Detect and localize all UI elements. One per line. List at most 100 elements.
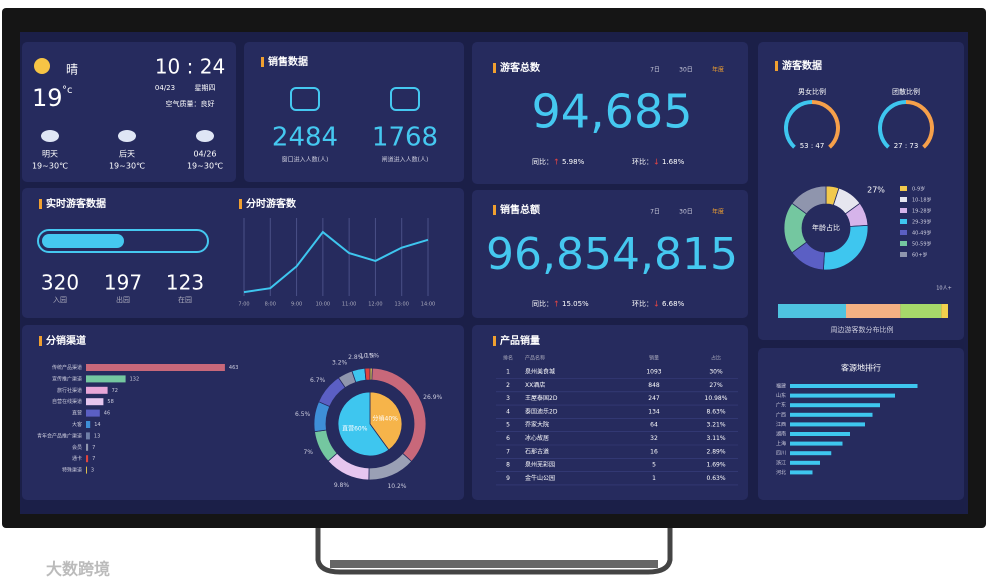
label: 10-18岁 xyxy=(912,197,932,204)
bar xyxy=(86,364,225,371)
table-cell: 64 xyxy=(650,422,658,429)
x-tick-label: 7:00 xyxy=(238,302,249,308)
panel-title: 销售数据 xyxy=(268,55,308,68)
bar xyxy=(86,421,91,428)
label: 1.68% xyxy=(662,158,685,166)
value-label: 6.5% xyxy=(295,411,311,418)
bar-segment xyxy=(778,304,846,318)
label: 晴 xyxy=(66,63,78,77)
table-cell: 16 xyxy=(650,448,658,455)
x-tick-label: 9:00 xyxy=(291,302,302,308)
title-accent xyxy=(39,199,42,209)
panel-title: 游客数据 xyxy=(782,59,822,72)
label: 40-49岁 xyxy=(912,230,932,237)
legend-swatch xyxy=(900,219,907,224)
panel-title: 游客总数 xyxy=(500,61,541,74)
label: 30日 xyxy=(679,209,693,216)
table-header: 销量 xyxy=(649,355,659,362)
bar xyxy=(790,460,820,465)
table-cell: 848 xyxy=(648,382,660,389)
panel xyxy=(244,42,464,182)
bar xyxy=(790,470,813,475)
title-accent xyxy=(775,61,778,71)
label: 在园 xyxy=(178,295,192,304)
table-cell: 王屋泰国2D xyxy=(525,394,558,402)
table-cell: 金牛山公园 xyxy=(525,474,555,482)
legend-swatch xyxy=(900,197,907,202)
legend-swatch xyxy=(900,241,907,246)
label: 19 xyxy=(32,84,63,112)
sales-icon xyxy=(390,87,420,111)
panel xyxy=(22,42,236,182)
value-label: 7% xyxy=(303,449,313,456)
table-cell: 1 xyxy=(506,369,510,376)
x-tick-label: 8:00 xyxy=(265,302,276,308)
panel-title: 实时游客数据 xyxy=(46,197,106,210)
label: 15.05% xyxy=(562,300,589,308)
table-cell: 2 xyxy=(506,382,510,389)
value-label: 3.2% xyxy=(332,360,348,367)
bar-segment xyxy=(941,304,948,318)
arrow-down: ↓ xyxy=(653,300,660,309)
label: 1768 xyxy=(372,123,438,153)
category-label: 会员 xyxy=(72,444,82,451)
label: 04/23 xyxy=(155,84,175,92)
table-cell: 3 xyxy=(506,395,510,402)
label: 19-28岁 xyxy=(912,208,932,215)
panel xyxy=(472,325,748,500)
label: 2484 xyxy=(272,123,338,153)
table-cell: 32 xyxy=(650,435,658,442)
panel-title: 客源地排行 xyxy=(841,363,881,373)
label: 入园 xyxy=(53,296,67,304)
label: 环比： xyxy=(632,299,653,308)
bar xyxy=(790,393,895,398)
title-accent xyxy=(493,205,496,215)
label: 123 xyxy=(166,271,204,295)
pie-slice xyxy=(369,391,403,451)
panel xyxy=(472,42,748,184)
label: 空气质量：良好 xyxy=(166,99,215,108)
category-label: 广东 xyxy=(776,402,786,409)
category-label: 湖南 xyxy=(776,431,786,438)
arrow-up: ↑ xyxy=(553,158,560,167)
pie-slice xyxy=(364,367,371,381)
bar xyxy=(86,455,89,463)
label: 男女比例 xyxy=(798,87,826,96)
label: 后天 xyxy=(119,149,135,159)
panel-title: 分销渠道 xyxy=(46,334,86,347)
table-cell: 1 xyxy=(652,475,656,482)
line xyxy=(243,230,429,294)
table-cell: 3.11% xyxy=(706,435,725,442)
value-label: 72 xyxy=(112,388,118,394)
cloud-icon xyxy=(118,130,136,142)
bar xyxy=(790,441,843,446)
value-label: 分销40% xyxy=(373,415,399,423)
category-label: 特殊渠道 xyxy=(62,467,82,474)
label: 同比： xyxy=(532,157,553,166)
label: 53 : 47 xyxy=(800,142,825,150)
bar xyxy=(790,384,918,388)
value-label: 14 xyxy=(94,422,100,428)
legend-swatch xyxy=(900,208,907,213)
x-tick-label: 10:00 xyxy=(316,302,330,308)
category-label: 通卡 xyxy=(72,455,82,462)
stand xyxy=(315,528,673,575)
x-tick-label: 12:00 xyxy=(368,302,382,308)
gauge-right xyxy=(906,100,935,149)
pie-slice xyxy=(337,391,390,457)
label: 年度 xyxy=(712,66,724,74)
table-cell: 5 xyxy=(506,422,510,429)
label: 19~30℃ xyxy=(187,162,223,171)
arrow-up: ↑ xyxy=(553,300,560,309)
category-label: 河北 xyxy=(776,469,786,476)
table-cell: 3.21% xyxy=(706,422,725,429)
label: 10人+ xyxy=(936,286,952,292)
panel-title: 分时游客数 xyxy=(246,197,297,210)
label: 窗口进入人数(人) xyxy=(282,156,329,164)
table-cell: 2.89% xyxy=(706,448,725,455)
title-accent xyxy=(493,336,496,346)
category-label: 浙江 xyxy=(776,459,786,466)
value-label: 2.8% xyxy=(348,354,364,361)
category-label: 自营在线渠道 xyxy=(52,398,82,405)
gauge-left xyxy=(877,100,906,149)
